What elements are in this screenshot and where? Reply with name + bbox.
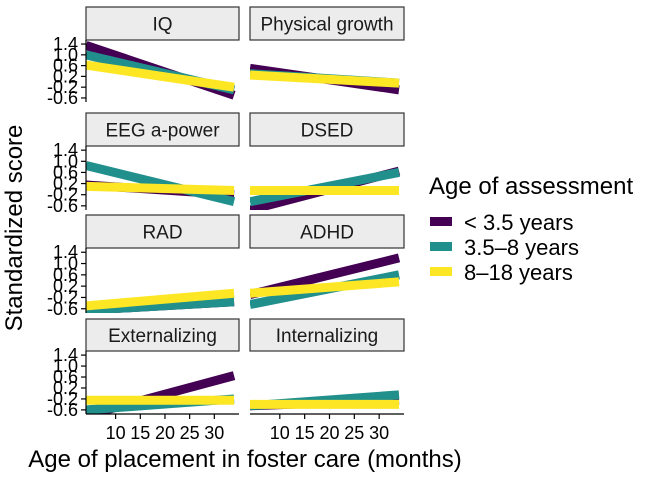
y-tick-label: 0.6 — [53, 56, 78, 76]
y-tick-label: 0.2 — [53, 66, 78, 86]
x-tick-label: 30 — [369, 423, 389, 443]
legend-key — [430, 242, 452, 251]
y-tick-label: -0.6 — [47, 400, 78, 420]
legend-key — [430, 217, 452, 226]
x-tick-label: 15 — [130, 423, 150, 443]
legend-label: 3.5–8 years — [464, 235, 579, 260]
y-tick-label: -0.2 — [47, 287, 78, 307]
y-tick-label: 1.4 — [53, 242, 78, 262]
x-tick-label: 30 — [204, 423, 224, 443]
legend-label: < 3.5 years — [464, 210, 573, 235]
series-line — [86, 161, 236, 207]
y-tick-label: 1.4 — [53, 345, 78, 365]
y-tick-label: -0.2 — [47, 185, 78, 205]
y-tick-label: -0.6 — [47, 196, 78, 216]
panel-adhd — [250, 253, 401, 309]
x-tick-label: 25 — [180, 423, 200, 443]
y-tick-label: 1.0 — [53, 356, 78, 376]
x-tick-label: 20 — [155, 423, 175, 443]
series-line — [86, 60, 235, 92]
series-line — [86, 288, 235, 311]
strip-label-eeg-a-power: EEG a-power — [105, 121, 220, 142]
y-tick-label: 1.4 — [53, 34, 78, 54]
strip-eeg-a-power — [85, 112, 240, 147]
series-line — [86, 297, 235, 313]
strip-label-rad: RAD — [142, 223, 182, 244]
x-axis-title: Age of placement in foster care (months) — [28, 446, 462, 473]
strip-label-externalizing: Externalizing — [108, 326, 217, 347]
y-tick-label: -0.2 — [47, 77, 78, 97]
y-tick-label: 0.6 — [53, 162, 78, 182]
strip-dsed — [249, 112, 405, 147]
x-tick-label: 15 — [295, 423, 315, 443]
strip-internalizing — [249, 318, 405, 352]
strip-label-adhd: ADHD — [300, 223, 354, 244]
strip-label-iq: IQ — [152, 15, 172, 36]
legend-label: 8–18 years — [464, 260, 573, 285]
y-tick-label: 0.2 — [53, 174, 78, 194]
y-tick-label: 0.6 — [53, 367, 78, 387]
strip-physical-growth — [249, 6, 405, 41]
panel-eeg-a-power — [86, 161, 236, 207]
x-tick-label: 20 — [319, 423, 339, 443]
y-tick-label: 0.6 — [53, 265, 78, 285]
x-tick-label: 25 — [344, 423, 364, 443]
legend-key — [430, 267, 452, 276]
series-line — [250, 277, 400, 298]
legend-title: Age of assessment — [429, 173, 633, 200]
panel-externalizing — [86, 371, 236, 414]
y-tick-label: -0.6 — [47, 88, 78, 108]
panel-physical-growth — [250, 63, 400, 95]
strip-adhd — [249, 214, 405, 249]
series-line — [250, 70, 400, 88]
strip-rad — [85, 214, 240, 249]
y-tick-label: 0.2 — [53, 378, 78, 398]
y-tick-label: 1.4 — [53, 140, 78, 160]
x-tick-label: 10 — [270, 423, 290, 443]
panel-iq — [86, 41, 236, 100]
strip-label-internalizing: Internalizing — [276, 326, 378, 347]
y-tick-label: 1.0 — [53, 151, 78, 171]
series-line — [86, 181, 235, 196]
y-tick-label: 1.0 — [53, 45, 78, 65]
y-tick-label: 1.0 — [53, 254, 78, 274]
strip-label-physical-growth: Physical growth — [260, 15, 393, 36]
y-tick-label: -0.2 — [47, 389, 78, 409]
panel-internalizing — [250, 390, 400, 411]
strip-label-dsed: DSED — [301, 121, 354, 142]
strip-externalizing — [85, 318, 240, 352]
y-tick-label: 0.2 — [53, 276, 78, 296]
y-axis-title: Standardized score — [1, 125, 28, 332]
strip-iq — [85, 6, 240, 41]
panel-rad — [86, 288, 235, 313]
panel-dsed — [250, 166, 401, 210]
y-tick-label: -0.6 — [47, 299, 78, 319]
x-tick-label: 10 — [106, 423, 126, 443]
